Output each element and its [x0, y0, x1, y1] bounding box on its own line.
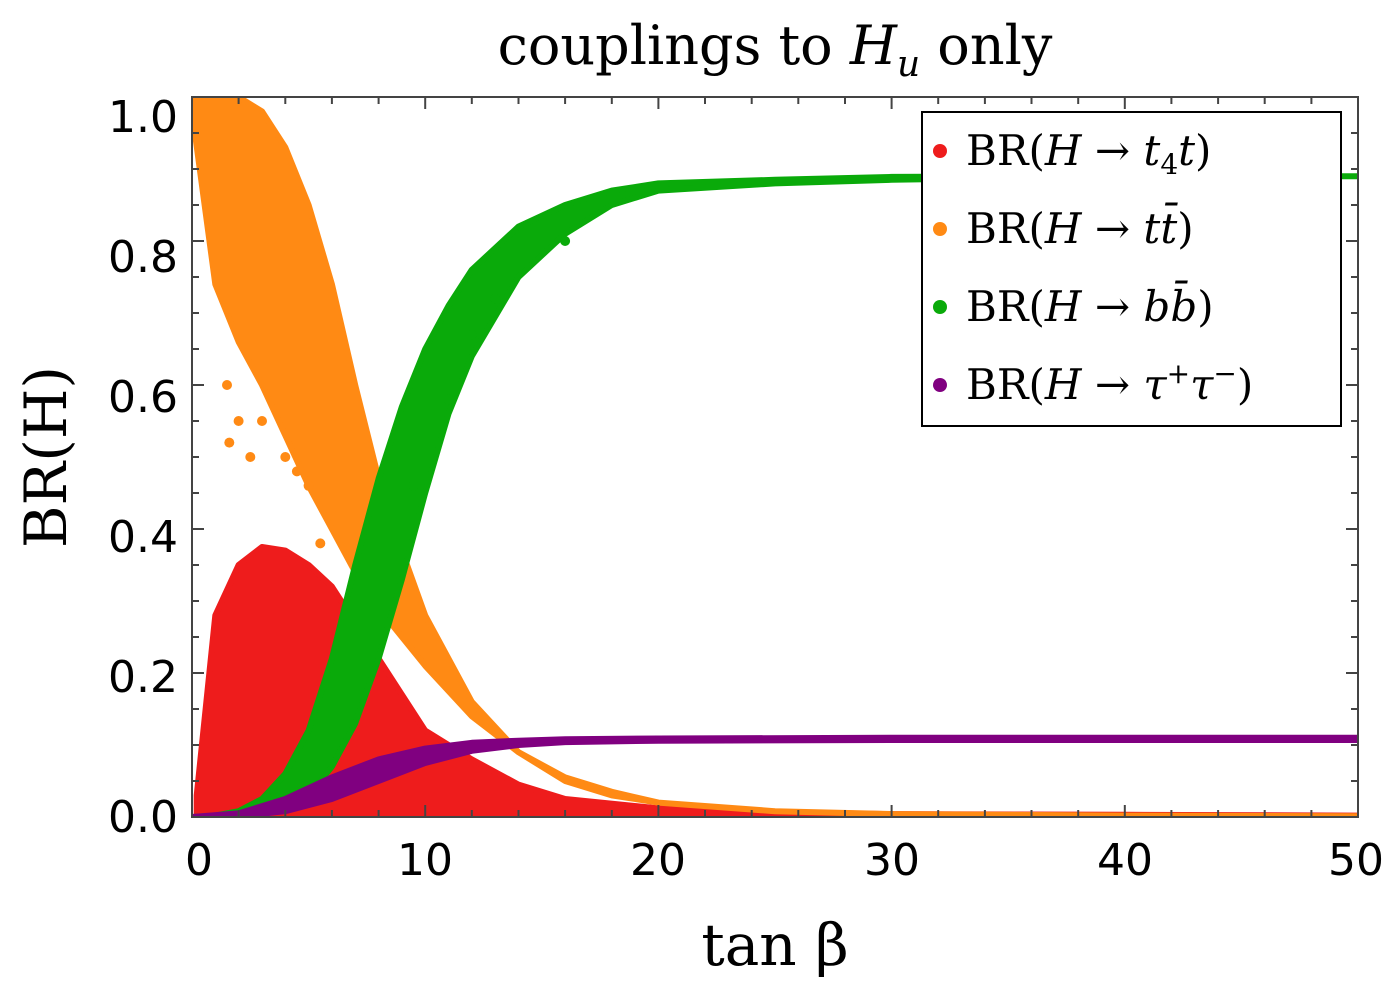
legend-box [921, 111, 1342, 427]
x-axis-title: tan β [701, 911, 848, 979]
chart-title-prefix: couplings to [498, 14, 850, 77]
legend-label-tt: BR(H → tt̄) [966, 201, 1194, 253]
point-tt [245, 452, 256, 462]
point-tt [224, 437, 235, 448]
x-tick-label: 40 [1097, 835, 1153, 886]
series-tautau [192, 734, 1358, 817]
y-tick-label: 0.4 [108, 512, 178, 563]
chart-title-symbol: H [849, 14, 898, 77]
y-tick-label: 1.0 [108, 92, 178, 143]
x-tick-label: 30 [864, 835, 920, 886]
point-tt [315, 538, 326, 549]
chart-title-suffix: only [920, 14, 1053, 77]
series-tt [192, 97, 1358, 817]
y-tick-label: 0.2 [108, 652, 178, 703]
point-tt [326, 509, 337, 520]
legend-marker-bb [933, 300, 947, 314]
band-tt [192, 97, 1358, 817]
point-bb [466, 329, 477, 340]
legend-label-bb: BR(H → bb̄) [966, 279, 1214, 331]
point-tt [280, 452, 291, 462]
point-tt [291, 466, 302, 477]
y-axis-title: BR(H) [12, 366, 80, 548]
legend: BR(H → t4t) BR(H → tt̄) BR(H → bb̄) BR(H… [921, 111, 1342, 427]
x-tick-label: 10 [397, 835, 453, 886]
point-bb [443, 394, 454, 405]
point-bb [490, 293, 501, 304]
point-bb [408, 480, 419, 491]
x-tick-label: 20 [630, 835, 686, 886]
y-tick-label: 0.8 [108, 232, 178, 283]
band-tautau [192, 734, 1358, 817]
y-tick-label: 0.0 [108, 792, 178, 843]
legend-marker-tautau [933, 378, 947, 392]
chart-title: couplings to Hu only [498, 14, 1053, 85]
point-tt [303, 480, 314, 491]
point-tt [257, 416, 267, 426]
chart-title-subscript: u [897, 44, 920, 85]
y-tick-label: 0.6 [108, 372, 178, 423]
point-tt [233, 416, 244, 426]
legend-marker-tt [933, 222, 947, 236]
legend-label-t4t: BR(H → t4t) [966, 126, 1211, 181]
ticks-layer [191, 96, 1359, 818]
legend-marker-t4t [933, 144, 947, 158]
point-bb [560, 236, 571, 246]
legend-label-tautau: BR(H → τ+τ−) [966, 357, 1253, 409]
point-tt [222, 380, 232, 390]
x-tick-label: 50 [1328, 835, 1384, 886]
x-tick-label: 0 [185, 835, 213, 886]
